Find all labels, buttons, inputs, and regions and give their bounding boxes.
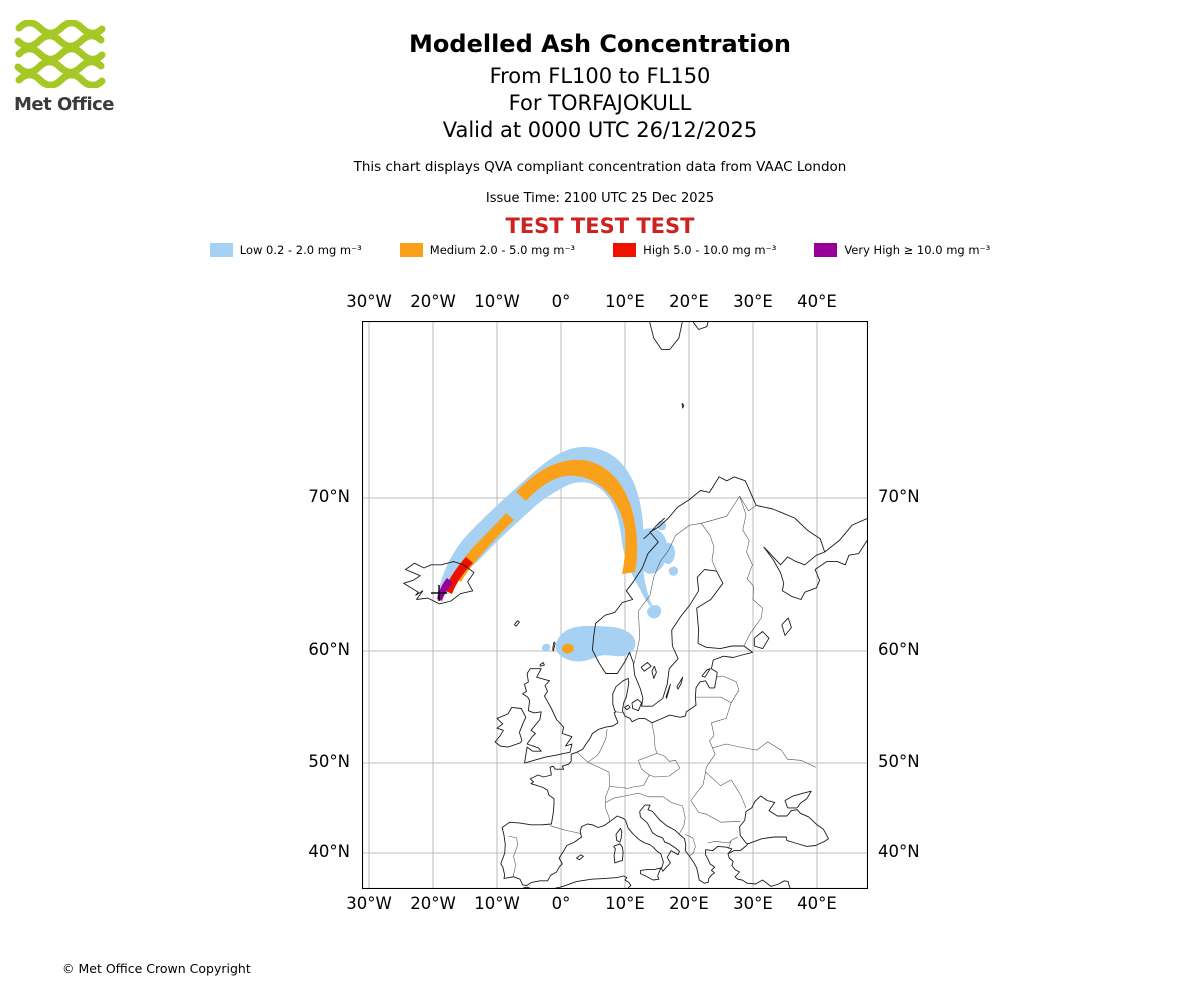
issue-time: Issue Time: 2100 UTC 25 Dec 2025 [485, 191, 715, 206]
lon-label-bottom-1: 20°W [410, 894, 456, 913]
lon-label-top-3: 0° [551, 292, 571, 311]
coastlines [403, 321, 868, 889]
subtitle-volcano: For TORFAJOKULL [508, 91, 692, 115]
legend-label-very-high: Very High ≥ 10.0 mg m⁻³ [844, 243, 991, 257]
map-area [361, 320, 869, 890]
subtitle-flight-levels: From FL100 to FL150 [489, 64, 711, 88]
lon-label-top-5: 20°E [669, 292, 709, 311]
lat-label-right-1: 60°N [878, 640, 920, 659]
map-layers [362, 321, 868, 889]
lon-label-top-6: 30°E [733, 292, 773, 311]
ash-plume-very-high [437, 578, 453, 601]
lon-label-bottom-5: 20°E [669, 894, 709, 913]
copyright: © Met Office Crown Copyright [62, 961, 251, 976]
lon-label-bottom-2: 10°W [474, 894, 520, 913]
lon-label-bottom-4: 10°E [605, 894, 645, 913]
legend-label-high: High 5.0 - 10.0 mg m⁻³ [643, 243, 777, 257]
volcano-marker [431, 585, 447, 601]
graticule-grid [362, 321, 868, 889]
concentration-legend: Low 0.2 - 2.0 mg m⁻³ Medium 2.0 - 5.0 mg … [0, 243, 1200, 257]
page-title: Modelled Ash Concentration [409, 30, 791, 58]
legend-label-medium: Medium 2.0 - 5.0 mg m⁻³ [429, 243, 576, 257]
lat-label-right-3: 40°N [878, 842, 920, 861]
legend-swatch-low [209, 243, 233, 257]
qva-note: This chart displays QVA compliant concen… [353, 159, 847, 175]
met-office-logo: Met Office [14, 19, 124, 115]
logo-text: Met Office [14, 94, 115, 115]
lat-label-left-1: 60°N [308, 640, 350, 659]
map-frame [361, 320, 869, 890]
legend-swatch-very-high [814, 243, 838, 257]
legend-item-very-high: Very High ≥ 10.0 mg m⁻³ [814, 243, 990, 257]
lat-label-right-2: 50°N [878, 752, 920, 771]
lon-label-top-2: 10°W [474, 292, 520, 311]
map-svg [361, 320, 869, 890]
legend-item-high: High 5.0 - 10.0 mg m⁻³ [613, 243, 776, 257]
lon-label-top-0: 30°W [346, 292, 392, 311]
lat-label-right-0: 70°N [878, 487, 920, 506]
lon-label-top-4: 10°E [605, 292, 645, 311]
legend-swatch-medium [399, 243, 423, 257]
lon-label-top-1: 20°W [410, 292, 456, 311]
lon-label-bottom-6: 30°E [733, 894, 773, 913]
legend-swatch-high [613, 243, 637, 257]
lat-label-left-3: 40°N [308, 842, 350, 861]
lat-label-left-2: 50°N [308, 752, 350, 771]
country-borders [508, 495, 816, 877]
legend-label-low: Low 0.2 - 2.0 mg m⁻³ [239, 243, 362, 257]
lon-label-bottom-3: 0° [551, 894, 571, 913]
lon-label-bottom-0: 30°W [346, 894, 392, 913]
legend-item-medium: Medium 2.0 - 5.0 mg m⁻³ [399, 243, 576, 257]
lat-label-left-0: 70°N [308, 487, 350, 506]
logo-waves-icon [14, 19, 106, 89]
test-banner: TEST TEST TEST [505, 214, 695, 238]
lon-label-top-7: 40°E [797, 292, 837, 311]
lon-label-bottom-7: 40°E [797, 894, 837, 913]
subtitle-valid-time: Valid at 0000 UTC 26/12/2025 [442, 118, 758, 142]
legend-item-low: Low 0.2 - 2.0 mg m⁻³ [209, 243, 362, 257]
